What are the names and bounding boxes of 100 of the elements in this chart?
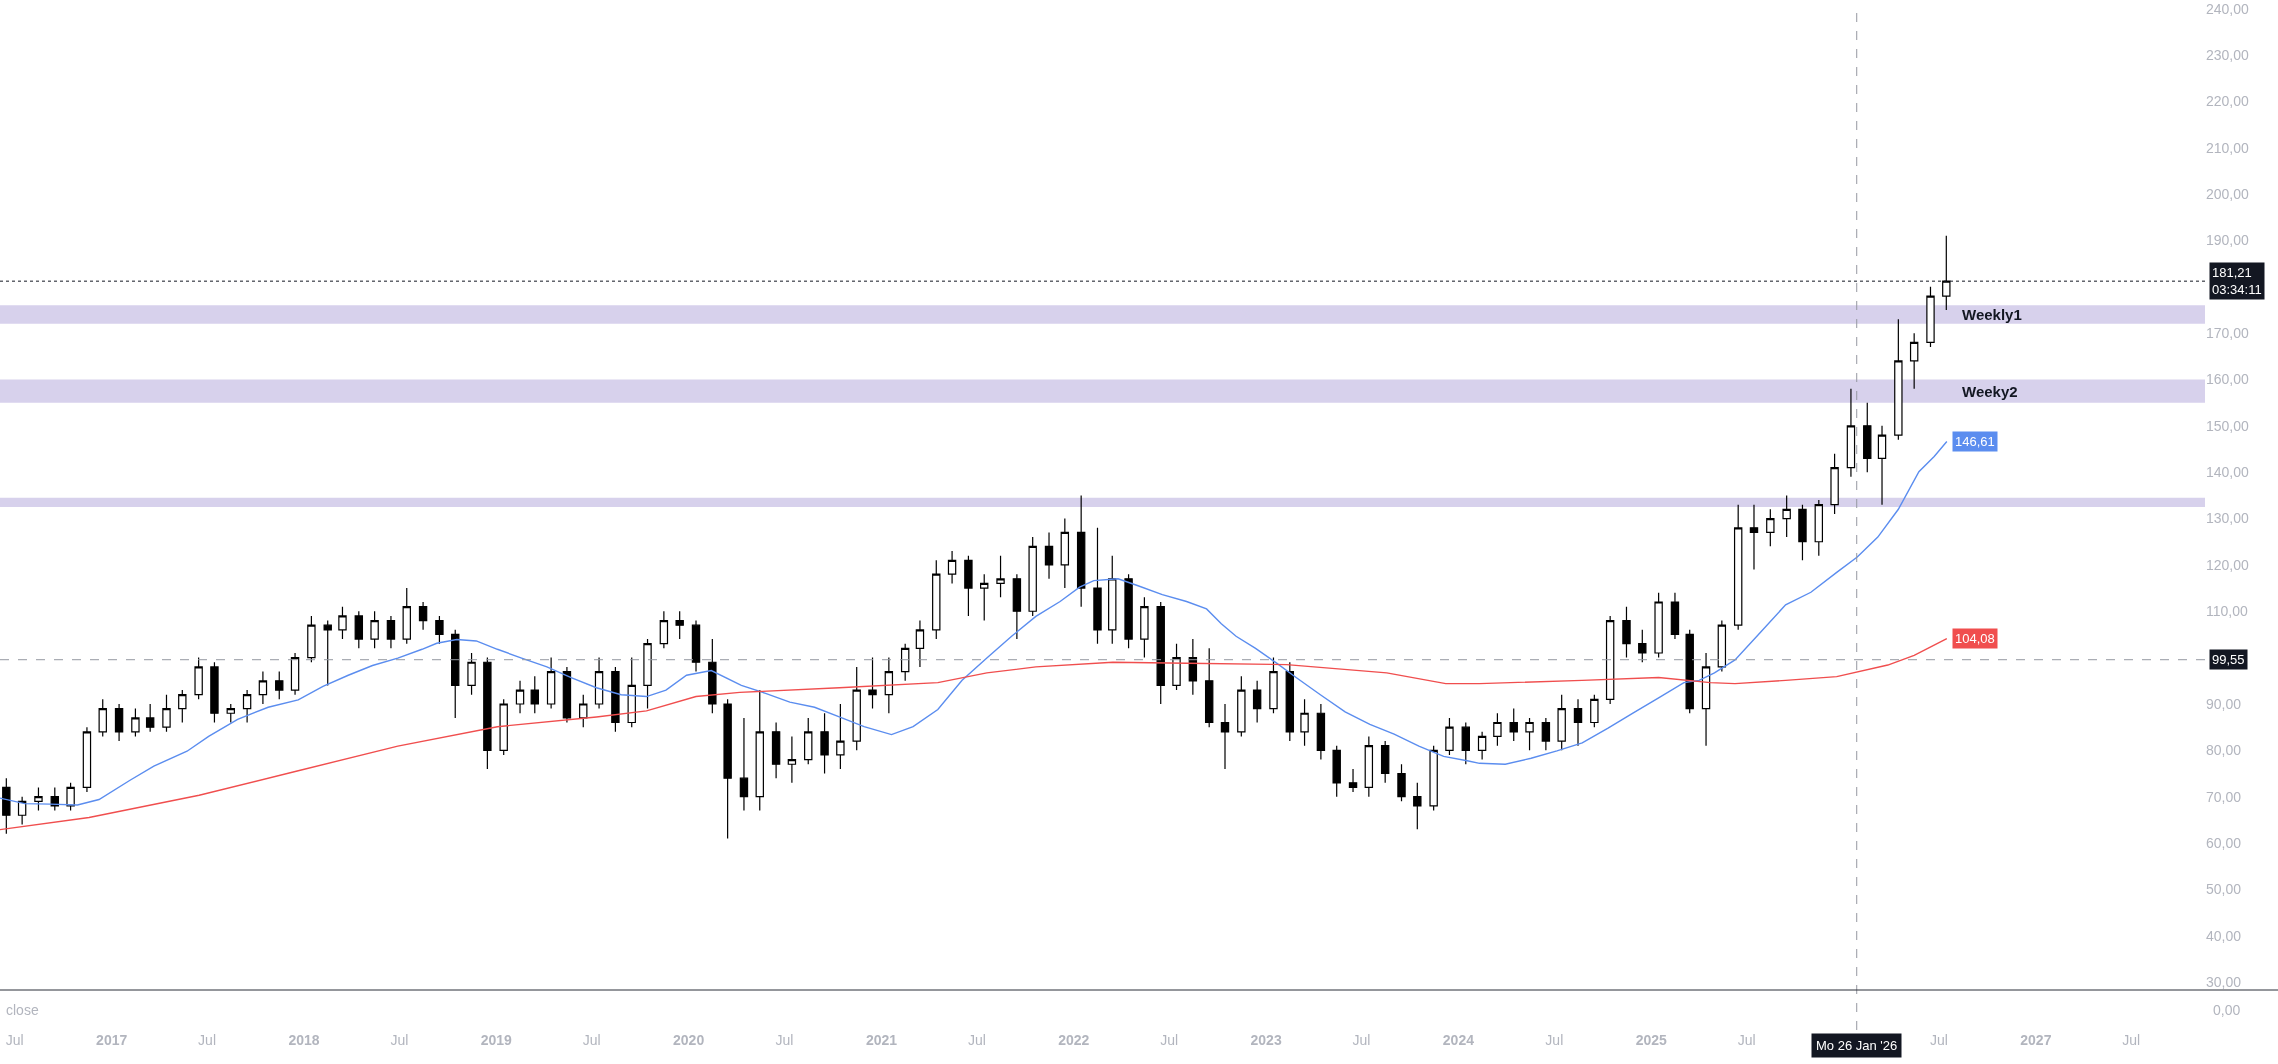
candlestick: [1525, 717, 1534, 751]
x-tick-label: Jul: [198, 1032, 217, 1048]
candlestick: [1348, 768, 1358, 793]
candlestick: [1701, 652, 1711, 747]
candlestick: [1830, 453, 1839, 515]
x-tick-label: 2018: [288, 1032, 320, 1048]
candlestick: [1863, 402, 1872, 473]
candlestick: [643, 638, 652, 710]
candlestick: [1413, 782, 1422, 830]
y-tick-label: 210,00: [2206, 139, 2250, 156]
line-series: [0, 440, 1948, 806]
candlestick: [483, 657, 492, 770]
data-label: 146,61: [1955, 434, 1995, 449]
candlestick: [1093, 527, 1102, 645]
candlestick: [1188, 638, 1198, 696]
candlestick: [258, 670, 268, 705]
candlestick: [884, 657, 894, 714]
candlestick: [1300, 698, 1309, 747]
candlestick: [50, 786, 60, 812]
candlestick: [1605, 615, 1615, 705]
candlestick: [530, 675, 539, 714]
y-tick-label: 80,00: [2206, 742, 2242, 759]
y-tick-label: 30,00: [2206, 974, 2242, 991]
candlestick: [1156, 601, 1165, 705]
candlestick: [1364, 735, 1374, 798]
candlestick: [611, 666, 620, 733]
candlestick: [242, 689, 252, 724]
candlestick: [435, 615, 444, 645]
candlestick: [1894, 318, 1903, 441]
candlestick: [1124, 573, 1133, 649]
y-tick-label: 220,00: [2206, 93, 2250, 110]
candlestick: [275, 670, 284, 700]
candlestick: [562, 666, 572, 724]
y-tick-label: 230,00: [2206, 46, 2250, 63]
candlestick: [1285, 661, 1295, 742]
y-tick-label: 70,00: [2206, 788, 2242, 805]
candlestick: [1622, 606, 1631, 659]
x-tick-label: 2019: [480, 1032, 513, 1048]
candlestick: [708, 638, 717, 714]
x-tick-label: Jul: [390, 1032, 409, 1048]
candlestick: [210, 661, 219, 724]
candlestick: [852, 666, 861, 751]
candlestick: [1766, 508, 1775, 547]
y-tick-label: 150,00: [2206, 417, 2250, 434]
candlestick: [307, 615, 316, 663]
candlestick: [1316, 703, 1326, 761]
y-tick-label: 190,00: [2206, 232, 2250, 249]
candlestick: [1028, 536, 1037, 617]
candlestick: [1798, 504, 1807, 561]
x-tick-label: Jul: [967, 1032, 986, 1048]
candlestick: [451, 629, 460, 719]
y-tick-label: 60,00: [2206, 834, 2242, 851]
candlestick: [323, 619, 332, 687]
candlestick: [1926, 286, 1935, 348]
x-tick-label: Jul: [775, 1032, 794, 1048]
candlestick: [338, 606, 347, 640]
y-tick-label: 110,00: [2206, 603, 2248, 620]
candlestick: [1237, 675, 1246, 738]
candlestick: [1108, 555, 1117, 645]
candlestick: [546, 657, 556, 710]
candlestick: [145, 703, 155, 733]
candlestick: [1749, 504, 1759, 571]
candlestick: [1557, 694, 1566, 751]
x-tick-label: Jul: [582, 1032, 601, 1048]
candlestick: [1140, 596, 1149, 659]
candlestick: [1252, 680, 1262, 724]
candlestick: [226, 703, 235, 724]
candlestick: [354, 610, 364, 649]
x-tick-label: 2022: [1058, 1032, 1090, 1048]
candlestick: [1269, 657, 1278, 714]
candlestick: [1332, 745, 1341, 798]
band-label: Weekly1: [1962, 306, 2022, 323]
candlestick: [1573, 698, 1583, 747]
candlestick: [1493, 712, 1502, 747]
text: close: [6, 1002, 39, 1018]
text: 0,00: [2213, 1002, 2241, 1018]
candlestick: [402, 587, 411, 645]
y-tick-label: 50,00: [2206, 881, 2242, 898]
band-label: Weeky2: [1962, 383, 2018, 400]
candlestick: [1638, 629, 1647, 663]
x-tick-label: 2025: [1635, 1032, 1668, 1048]
candlestick: [1782, 494, 1791, 538]
candlestick: [915, 619, 925, 668]
x-tick-label: 2020: [673, 1032, 705, 1048]
candlestick: [594, 657, 604, 710]
candlestick: [579, 694, 588, 728]
candlestick: [467, 652, 476, 696]
candlestick: [996, 555, 1005, 598]
candlestick: [1044, 531, 1054, 580]
candlestick: [1942, 235, 1951, 311]
candlestick: [900, 643, 910, 682]
candlestick: [1846, 388, 1856, 478]
candlestick: [98, 698, 107, 738]
x-tick-label: Jul: [1929, 1032, 1948, 1048]
x-tick-label: 2027: [2020, 1032, 2052, 1048]
candlestick: [1429, 745, 1438, 812]
x-tick-label: 2024: [1442, 1032, 1475, 1048]
candlestick: [787, 735, 797, 784]
y-tick-label: 90,00: [2206, 695, 2242, 712]
y-tick-label: 200,00: [2206, 185, 2250, 202]
